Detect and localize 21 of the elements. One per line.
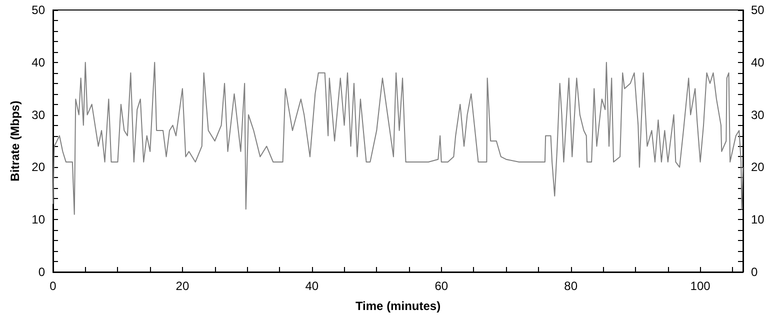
y2-tick-label: 10 — [751, 212, 765, 227]
y-tick-label: 10 — [32, 212, 46, 227]
x-axis-title: Time (minutes) — [355, 299, 441, 313]
x-tick-label: 80 — [564, 279, 578, 293]
x-tick-label: 60 — [434, 279, 448, 293]
x-tick-label: 0 — [50, 279, 57, 293]
y-axis-title: Bitrate (Mbps) — [8, 100, 22, 182]
y-tick-label: 40 — [32, 55, 46, 70]
y2-tick-label: 30 — [751, 108, 765, 122]
y-tick-label: 30 — [32, 108, 46, 122]
y-tick-label: 50 — [32, 3, 46, 17]
line-series — [52, 62, 744, 215]
y2-tick-label: 50 — [751, 3, 765, 17]
x-tick-label: 100 — [690, 279, 711, 293]
y2-tick-label: 0 — [751, 265, 758, 279]
y2-tick-label: 40 — [751, 55, 765, 70]
y2-tick-label: 20 — [751, 160, 765, 174]
y-tick-label: 20 — [32, 160, 46, 174]
x-tick-label: 40 — [305, 279, 319, 293]
y-tick-label: 0 — [38, 265, 46, 279]
x-tick-label: 20 — [176, 279, 190, 293]
